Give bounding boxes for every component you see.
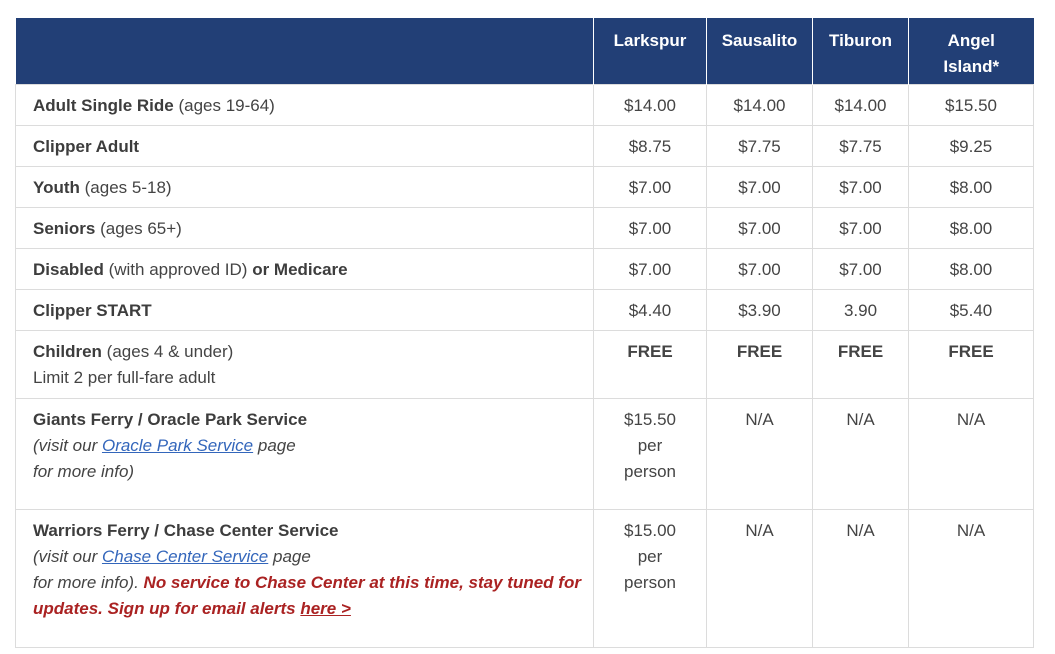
price-cell: N/A	[908, 398, 1034, 510]
price-cell: $14.00	[593, 84, 707, 126]
price-cell: N/A	[706, 509, 813, 648]
price-cell: FREE	[593, 330, 707, 399]
table-row: Warriors Ferry / Chase Center Service (vi…	[15, 509, 1034, 648]
row-label: Disabled (with approved ID) or Medicare	[15, 248, 594, 290]
row-label: Adult Single Ride (ages 19-64)	[15, 84, 594, 126]
price-cell: $7.75	[812, 125, 909, 167]
price-cell: FREE	[812, 330, 909, 399]
price-cell: $7.00	[812, 207, 909, 249]
price-cell: $8.75	[593, 125, 707, 167]
header-row: Larkspur Sausalito Tiburon Angel Island*	[15, 18, 1034, 85]
price-cell: $7.00	[706, 207, 813, 249]
fare-table: Larkspur Sausalito Tiburon Angel Island* …	[15, 18, 1034, 648]
price-cell: $7.00	[593, 207, 707, 249]
row-label: Giants Ferry / Oracle Park Service (visit…	[15, 398, 594, 510]
price-cell: FREE	[908, 330, 1034, 399]
table-row: Adult Single Ride (ages 19-64) $14.00 $1…	[15, 84, 1034, 126]
oracle-park-service-link[interactable]: Oracle Park Service	[101, 436, 254, 455]
row-label: Warriors Ferry / Chase Center Service (vi…	[15, 509, 594, 648]
price-cell: $7.00	[812, 248, 909, 290]
row-label: Children (ages 4 & under) Limit 2 per ful…	[15, 330, 594, 399]
price-cell: $8.00	[908, 166, 1034, 208]
price-cell: $14.00	[812, 84, 909, 126]
table-row: Clipper START $4.40 $3.90 3.90 $5.40	[15, 289, 1034, 331]
price-cell: N/A	[812, 509, 909, 648]
table-row: Seniors (ages 65+) $7.00 $7.00 $7.00 $8.…	[15, 207, 1034, 249]
header-angel-island: Angel Island*	[908, 18, 1034, 85]
price-cell: $7.00	[593, 166, 707, 208]
service-alert-text: No service to Chase Center at this time,…	[33, 573, 581, 618]
chase-center-service-link[interactable]: Chase Center Service	[101, 547, 269, 566]
price-cell: $4.40	[593, 289, 707, 331]
price-cell: $14.00	[706, 84, 813, 126]
row-label: Clipper Adult	[15, 125, 594, 167]
price-cell: $7.00	[706, 248, 813, 290]
price-cell: $7.00	[593, 248, 707, 290]
header-fare-type	[15, 18, 594, 85]
row-label: Clipper START	[15, 289, 594, 331]
price-cell: $15.50 per person	[593, 398, 707, 510]
fare-table-wrapper: Larkspur Sausalito Tiburon Angel Island* …	[15, 18, 1034, 648]
price-cell: $15.50	[908, 84, 1034, 126]
price-cell: $5.40	[908, 289, 1034, 331]
price-cell: $9.25	[908, 125, 1034, 167]
email-alerts-link[interactable]: here >	[300, 599, 351, 618]
price-cell: $15.00 per person	[593, 509, 707, 648]
table-row: Children (ages 4 & under) Limit 2 per ful…	[15, 330, 1034, 399]
price-cell: $7.00	[706, 166, 813, 208]
row-label: Youth (ages 5-18)	[15, 166, 594, 208]
row-label: Seniors (ages 65+)	[15, 207, 594, 249]
price-cell: N/A	[706, 398, 813, 510]
price-cell: N/A	[812, 398, 909, 510]
price-cell: $3.90	[706, 289, 813, 331]
header-tiburon: Tiburon	[812, 18, 909, 85]
price-cell: $7.75	[706, 125, 813, 167]
price-cell: FREE	[706, 330, 813, 399]
price-cell: $8.00	[908, 207, 1034, 249]
table-row: Giants Ferry / Oracle Park Service (visit…	[15, 398, 1034, 510]
table-row: Youth (ages 5-18) $7.00 $7.00 $7.00 $8.0…	[15, 166, 1034, 208]
price-cell: $8.00	[908, 248, 1034, 290]
price-cell: N/A	[908, 509, 1034, 648]
table-row: Disabled (with approved ID) or Medicare …	[15, 248, 1034, 290]
header-larkspur: Larkspur	[593, 18, 707, 85]
price-cell: 3.90	[812, 289, 909, 331]
header-sausalito: Sausalito	[706, 18, 813, 85]
table-row: Clipper Adult $8.75 $7.75 $7.75 $9.25	[15, 125, 1034, 167]
price-cell: $7.00	[812, 166, 909, 208]
